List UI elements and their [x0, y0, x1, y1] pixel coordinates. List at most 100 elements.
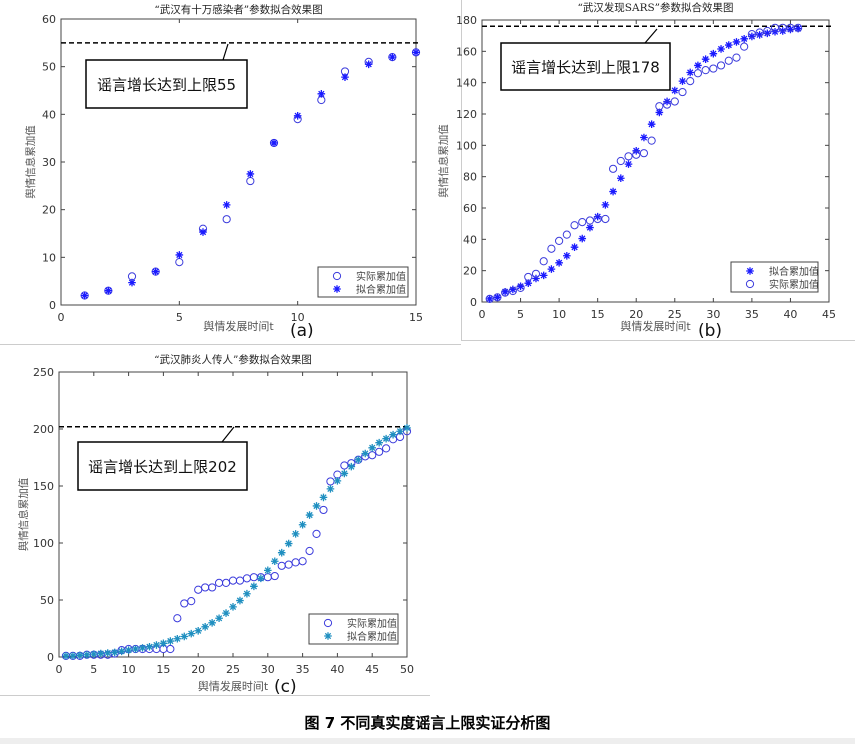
data-point-actual: [709, 64, 718, 73]
data-point-fit: [96, 649, 105, 658]
legend-marker-circle-icon: [745, 279, 755, 289]
x-axis-label: 舆情发展时间t: [198, 679, 269, 693]
annotation-pointer: [222, 43, 229, 61]
data-point-fit: [655, 108, 664, 117]
data-point-fit: [617, 174, 625, 183]
data-point-fit: [593, 212, 602, 221]
x-tick-label: 20: [629, 308, 643, 321]
data-point-fit: [103, 649, 112, 657]
data-point-fit: [222, 201, 231, 209]
x-tick-label: 40: [783, 308, 797, 321]
x-tick-label: 35: [745, 308, 759, 321]
data-point-actual: [539, 257, 548, 266]
data-point-actual: [531, 269, 541, 278]
data-point-fit: [485, 295, 494, 303]
x-tick-label: 0: [56, 663, 63, 676]
data-point-actual: [740, 42, 749, 51]
chart-title: “武汉肺炎人传人”参数拟合效果图: [154, 353, 312, 366]
figure-caption: 图 7 不同真实度谣言上限实证分析图: [304, 714, 551, 732]
y-axis-label: 舆情信息累加值: [24, 125, 37, 199]
data-point-fit: [270, 139, 278, 147]
data-point-fit: [354, 455, 363, 464]
data-point-fit: [83, 650, 91, 659]
data-point-actual: [585, 216, 595, 225]
data-point-fit: [709, 49, 718, 58]
data-point-fit: [243, 589, 251, 598]
data-point-fit: [187, 629, 196, 638]
data-point-fit: [131, 645, 140, 653]
y-tick-label: 160: [456, 45, 477, 58]
data-point-actual: [662, 100, 672, 109]
x-tick-label: 45: [822, 308, 836, 321]
data-point-fit: [340, 469, 349, 478]
data-point-fit: [570, 243, 579, 251]
x-tick-label: 0: [479, 308, 486, 321]
data-point-fit: [215, 614, 223, 623]
x-tick-label: 15: [409, 311, 423, 324]
data-point-actual: [639, 149, 649, 158]
data-point-fit: [284, 539, 293, 548]
data-point-fit: [364, 60, 373, 69]
data-point-actual: [778, 23, 787, 32]
y-tick-label: 200: [33, 423, 54, 436]
data-point-fit: [250, 582, 258, 591]
data-point-fit: [412, 48, 420, 57]
panel-label: (b): [698, 321, 722, 341]
data-point-fit: [717, 45, 725, 53]
data-point-fit: [152, 641, 161, 649]
data-point-actual: [786, 23, 795, 32]
data-point-fit: [694, 61, 702, 70]
data-point-actual: [686, 77, 695, 86]
data-point-fit: [104, 286, 113, 295]
data-point-fit: [208, 619, 216, 627]
legend-label: 实际累加值: [347, 617, 397, 630]
data-point-fit: [194, 626, 202, 635]
data-point-actual: [732, 53, 741, 62]
data-point-actual: [578, 218, 587, 227]
data-point-fit: [222, 609, 230, 617]
data-point-fit: [361, 449, 370, 458]
data-point-actual: [547, 244, 556, 253]
data-point-actual: [298, 557, 307, 566]
data-point-actual: [770, 23, 780, 32]
data-point-fit: [264, 566, 272, 575]
annotation-box: [85, 59, 248, 109]
x-axis-label: 舆情发展时间t: [620, 319, 691, 333]
panel-b-border-left: [461, 0, 462, 340]
data-point-fit: [678, 77, 687, 85]
data-point-fit: [547, 265, 556, 273]
data-point-actual: [763, 26, 772, 36]
data-point-actual: [601, 214, 610, 224]
data-point-fit: [794, 24, 802, 33]
data-point-fit: [180, 632, 189, 641]
data-point-actual: [624, 152, 633, 161]
data-point-actual: [493, 293, 502, 302]
y-tick-label: 30: [42, 156, 56, 169]
data-point-fit: [128, 278, 136, 287]
data-point-actual: [655, 102, 664, 111]
x-tick-label: 45: [365, 663, 379, 676]
y-tick-label: 250: [33, 366, 54, 379]
data-point-fit: [647, 120, 656, 128]
x-tick-label: 15: [156, 663, 170, 676]
x-tick-label: 30: [706, 308, 720, 321]
x-tick-label: 20: [191, 663, 205, 676]
y-tick-label: 40: [463, 233, 477, 246]
data-point-fit: [578, 234, 587, 243]
legend-label: 实际累加值: [356, 270, 406, 283]
data-point-fit: [173, 634, 182, 643]
panel-label: (c): [274, 677, 297, 697]
data-point-actual: [724, 56, 733, 65]
data-point-fit: [532, 274, 540, 283]
legend-marker-star-icon: [324, 632, 332, 640]
annotation-text: 谣言增长达到上限55: [97, 76, 236, 94]
x-tick-label: 5: [517, 308, 524, 321]
panel-b-border-bottom: [461, 340, 855, 341]
annotation-box: [77, 441, 248, 491]
data-point-actual: [516, 283, 525, 292]
data-point-fit: [389, 430, 397, 439]
data-point-fit: [640, 133, 648, 142]
y-tick-label: 120: [456, 108, 477, 121]
data-point-actual: [716, 61, 726, 70]
data-point-fit: [601, 201, 610, 209]
